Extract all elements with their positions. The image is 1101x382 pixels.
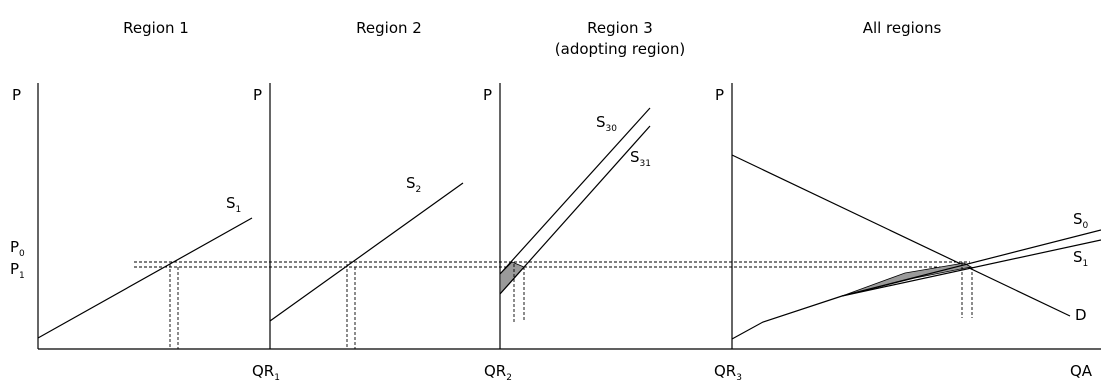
all-regions-s0-label: S0 (1073, 210, 1089, 231)
demand-curve (731, 154, 1071, 317)
region1-s1-label: S1 (226, 194, 241, 215)
region2-p-label: P (253, 86, 262, 104)
qr1-label: QR1 (252, 362, 280, 382)
region2-title: Region 2 (356, 19, 422, 37)
region1-supply-curve (37, 217, 253, 339)
region3-p-label: P (483, 86, 492, 104)
region3-s30-curve (499, 107, 651, 275)
all-regions-title: All regions (863, 19, 942, 37)
region3-s31-label: S31 (630, 148, 651, 169)
all-regions-s0-curve (731, 229, 1101, 340)
all-regions-s1-curve (841, 239, 1101, 297)
region3-title-line2: (adopting region) (555, 40, 685, 58)
p1-label: P1 (10, 260, 25, 281)
region1-p-label: P (12, 86, 21, 104)
all-regions-p-label: P (715, 86, 724, 104)
all-regions-s1-label: S1 (1073, 248, 1088, 269)
region1-title: Region 1 (123, 19, 189, 37)
region2-s2-label: S2 (406, 174, 421, 195)
region3-title-line1: Region 3 (587, 19, 653, 37)
region3-s31-curve (499, 125, 651, 295)
region2-supply-curve (269, 182, 464, 322)
region3-s30-label: S30 (596, 113, 617, 134)
demand-label: D (1075, 306, 1087, 324)
p0-label: P0 (10, 238, 25, 259)
qr3-label: QR3 (714, 362, 742, 382)
qr2-label: QR2 (484, 362, 512, 382)
qa-label: QA (1070, 362, 1093, 380)
